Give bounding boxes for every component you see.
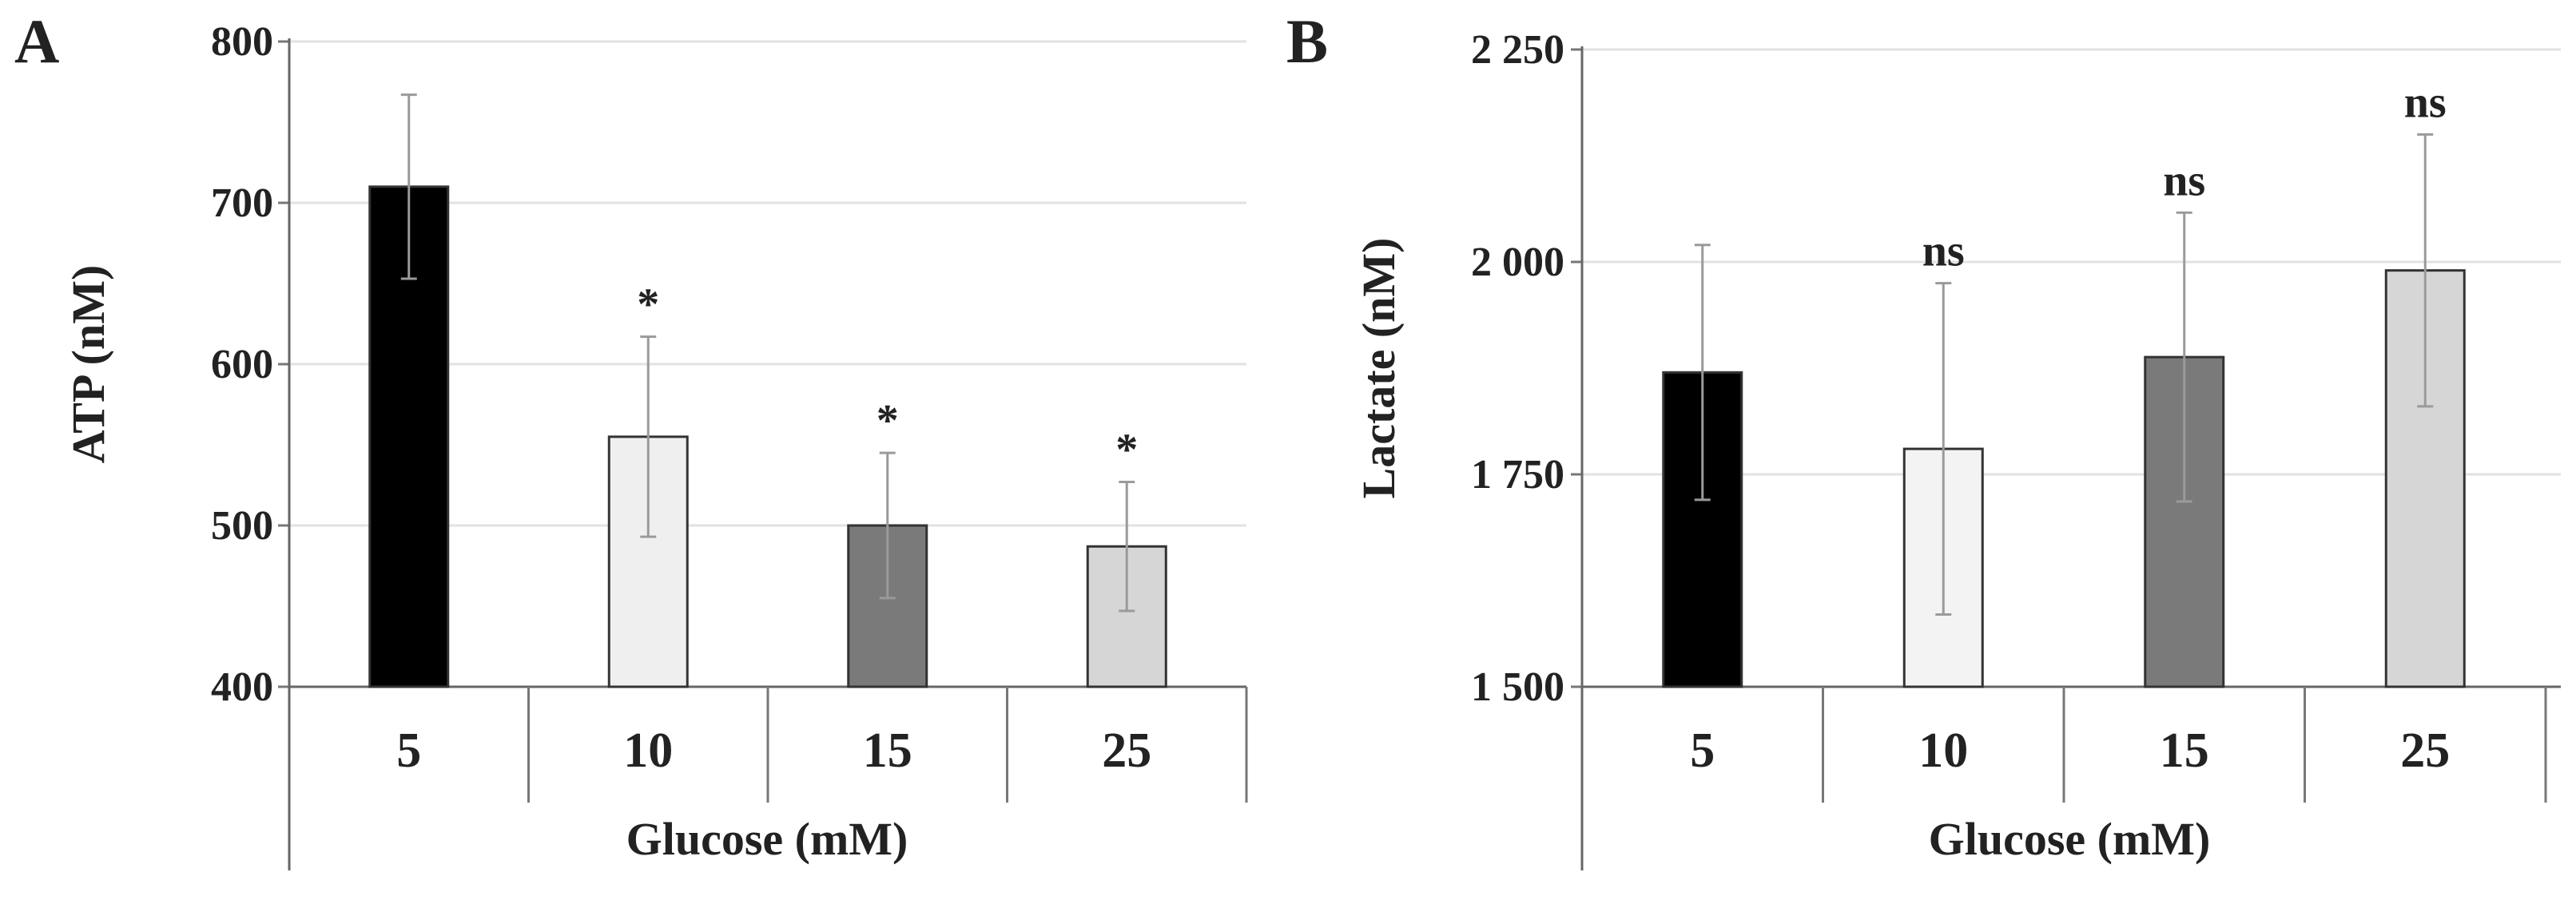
x-category-label: 5 xyxy=(396,724,421,778)
y-tick-label: 600 xyxy=(211,342,273,387)
significance-label: ns xyxy=(2404,77,2447,127)
x-category-label: 10 xyxy=(623,724,673,778)
y-tick-label: 800 xyxy=(211,19,273,65)
y-tick-label: 2 250 xyxy=(1471,27,1564,73)
significance-label: * xyxy=(637,280,659,330)
x-category-label: 10 xyxy=(1918,724,1968,778)
significance-label: * xyxy=(1115,425,1138,474)
significance-label: ns xyxy=(2163,156,2205,205)
x-axis-title: Glucose (mM) xyxy=(626,813,908,865)
panel-label: B xyxy=(1286,6,1328,76)
y-tick-label: 700 xyxy=(211,180,273,226)
significance-label: ns xyxy=(1922,227,1965,276)
x-axis-title: Glucose (mM) xyxy=(1929,813,2211,865)
panel-b-chart: B 1 500 1 750 2 000 2 250 5 10 ns 15 ns 25 ns Glucos… xyxy=(1286,6,2561,870)
y-tick-label: 1 500 xyxy=(1471,664,1564,710)
x-category-label: 15 xyxy=(2160,724,2209,778)
x-category-label: 25 xyxy=(2400,724,2450,778)
y-tick-label: 1 750 xyxy=(1471,452,1564,498)
x-category-label: 25 xyxy=(1102,724,1151,778)
significance-label: * xyxy=(877,396,899,446)
panel-a-chart: A 400 500 600 700 800 5 10 * 15 * 25 * Glucose (mM) AT… xyxy=(14,6,1248,870)
panel-label: A xyxy=(14,6,59,76)
y-axis-title: Lactate (nM) xyxy=(1353,238,1405,499)
y-tick-label: 400 xyxy=(211,664,273,710)
y-axis-title: ATP (nM) xyxy=(62,265,114,464)
x-category-label: 15 xyxy=(863,724,912,778)
y-tick-label: 2 000 xyxy=(1471,240,1564,285)
y-tick-label: 500 xyxy=(211,503,273,549)
x-category-label: 5 xyxy=(1690,724,1715,778)
